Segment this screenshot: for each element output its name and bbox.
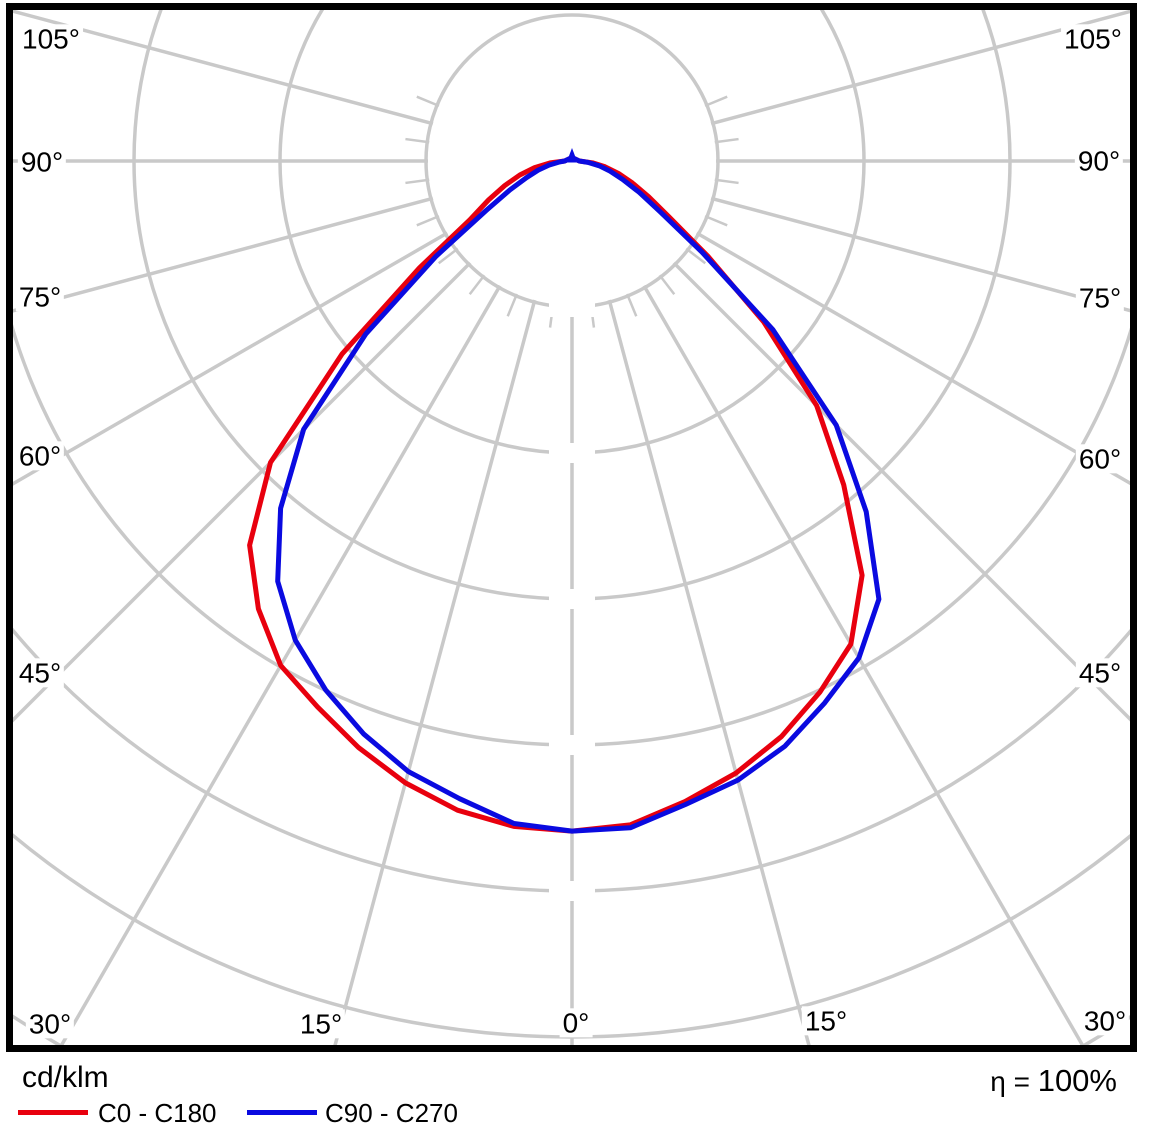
grid-minor-tick (405, 178, 430, 185)
angle-label: 15° (296, 1009, 346, 1039)
ring-label-gap (549, 881, 595, 901)
ring-label-gap (549, 443, 595, 463)
angle-label: 60° (1075, 444, 1125, 474)
radial-unit-label: cd/klm (22, 1061, 109, 1094)
angle-label: 15° (801, 1006, 851, 1036)
efficiency-readout: η = 100% (990, 1063, 1117, 1098)
ring-label-gap (549, 589, 595, 609)
grid-minor-tick (437, 247, 459, 265)
angle-label: 45° (15, 658, 65, 688)
grid-ray (13, 231, 449, 486)
grid-ray (333, 299, 537, 1046)
grid-ray (710, 196, 1130, 313)
legend-label-c90-c270: C90 - C270 (325, 1098, 458, 1128)
curve-c0-c180 (247, 155, 865, 834)
grid-minor-tick (658, 274, 676, 296)
grid-minor-tick (714, 137, 739, 144)
grid-minor-tick (416, 95, 440, 108)
angle-label: 0° (559, 1008, 593, 1038)
legend-swatch-c0-c180 (18, 1110, 88, 1115)
grid-minor-tick (704, 214, 728, 227)
grid-ray (672, 261, 1130, 722)
angle-label: 90° (1074, 146, 1124, 176)
grid-minor-tick (704, 95, 728, 108)
eta-value: 100% (1037, 1063, 1117, 1098)
grid-minor-tick (625, 293, 638, 317)
eta-symbol: η = (990, 1066, 1030, 1097)
grid-ray (710, 10, 1130, 126)
grid-ray (59, 284, 502, 1046)
grid-minor-tick (468, 274, 486, 296)
apex-spike (566, 148, 578, 163)
ring-label-gap (549, 735, 595, 755)
curve-c90-c270 (275, 155, 882, 834)
angle-label: 75° (15, 282, 65, 312)
grid-ray (695, 231, 1130, 486)
grid-ray (13, 196, 434, 313)
grid-ray (642, 284, 1085, 1046)
angle-label: 90° (17, 147, 67, 177)
legend-swatch-c90-c270 (247, 1110, 317, 1115)
angle-label: 75° (1075, 283, 1125, 313)
grid-minor-tick (405, 137, 430, 144)
angle-label: 30° (25, 1009, 75, 1039)
legend-label-c0-c180: C0 - C180 (98, 1098, 217, 1128)
grid-ring (13, 323, 1130, 747)
grid-minor-tick (685, 247, 707, 265)
grid-minor-tick (714, 178, 739, 185)
grid-ray (607, 299, 811, 1046)
ring-label-gap (549, 297, 595, 317)
angle-label: 30° (1080, 1006, 1130, 1036)
angle-label: 105° (1061, 24, 1125, 54)
plot-border (6, 3, 1137, 1052)
grid-ray (13, 10, 434, 126)
angle-label: 60° (15, 441, 65, 471)
grid-minor-tick (416, 214, 440, 227)
grid-minor-tick (506, 293, 519, 317)
angle-label: 45° (1075, 658, 1125, 688)
grid-ray (13, 261, 472, 723)
angle-label: 105° (19, 24, 83, 54)
